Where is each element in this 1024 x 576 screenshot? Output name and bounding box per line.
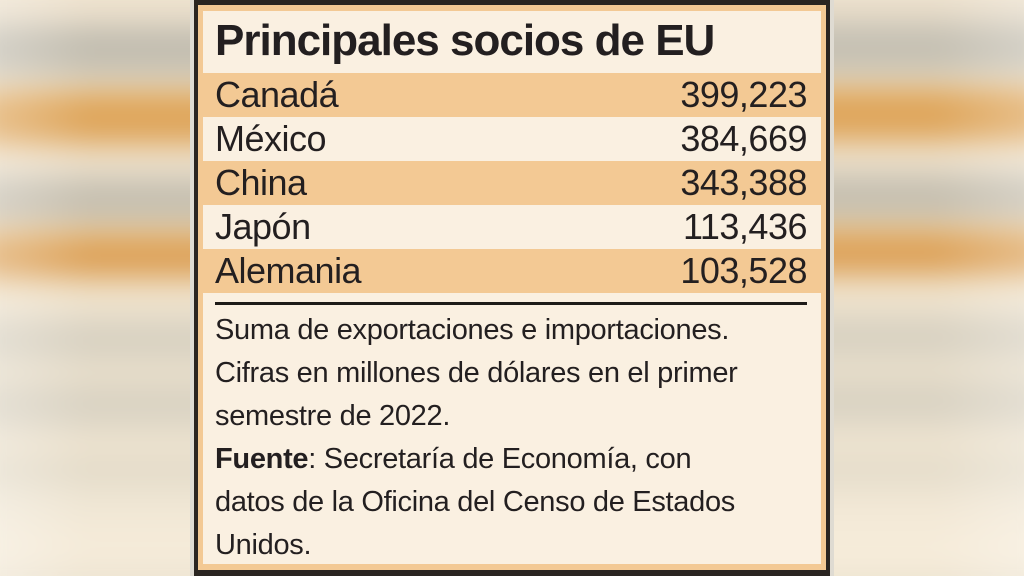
table-row-mexico: México 384,669 [203, 117, 821, 161]
country-label: China [215, 162, 307, 203]
value-label: 399,223 [680, 74, 807, 115]
value-label: 343,388 [680, 162, 807, 203]
note-line-3: semestre de 2022. [215, 400, 451, 432]
chart-title: Principales socios de EU [215, 16, 715, 65]
note-line-1: Suma de exportaciones e importaciones. [215, 314, 730, 346]
panel-dark-frame: Principales socios de EU Canadá 399,223 … [194, 0, 830, 576]
country-label: Alemania [215, 250, 362, 291]
source-label: Fuente [215, 443, 309, 475]
source-line-2: datos de la Oficina del Censo de Estados [215, 486, 735, 518]
source-line-3: Unidos. [215, 529, 312, 561]
background-blur-right-bands [798, 0, 1024, 576]
country-label: Canadá [215, 74, 339, 115]
table-row-japon: Japón 113,436 [203, 205, 821, 249]
background-blur-left-bands [0, 0, 226, 576]
table-row-china: China 343,388 [203, 161, 821, 205]
value-label: 103,528 [680, 250, 807, 291]
background-blur-left [0, 0, 226, 576]
footnotes: Suma de exportaciones e importaciones. C… [203, 305, 821, 564]
value-label: 384,669 [680, 118, 807, 159]
panel-content: Principales socios de EU Canadá 399,223 … [203, 11, 821, 564]
footnote-divider [215, 302, 807, 305]
note-line-2: Cifras en millones de dólares en el prim… [215, 357, 738, 389]
source-text: : Secretaría de Economía, con [308, 443, 692, 475]
source-line-1: Fuente: Secretaría de Economía, con [215, 438, 811, 481]
background-blur-right [798, 0, 1024, 576]
table-row-canada: Canadá 399,223 [203, 73, 821, 117]
panel-orange-frame: Principales socios de EU Canadá 399,223 … [198, 5, 826, 570]
country-label: México [215, 118, 327, 159]
infographic-panel: Principales socios de EU Canadá 399,223 … [190, 0, 834, 576]
country-label: Japón [215, 206, 311, 247]
table-row-alemania: Alemania 103,528 [203, 249, 821, 293]
value-label: 113,436 [683, 206, 807, 247]
